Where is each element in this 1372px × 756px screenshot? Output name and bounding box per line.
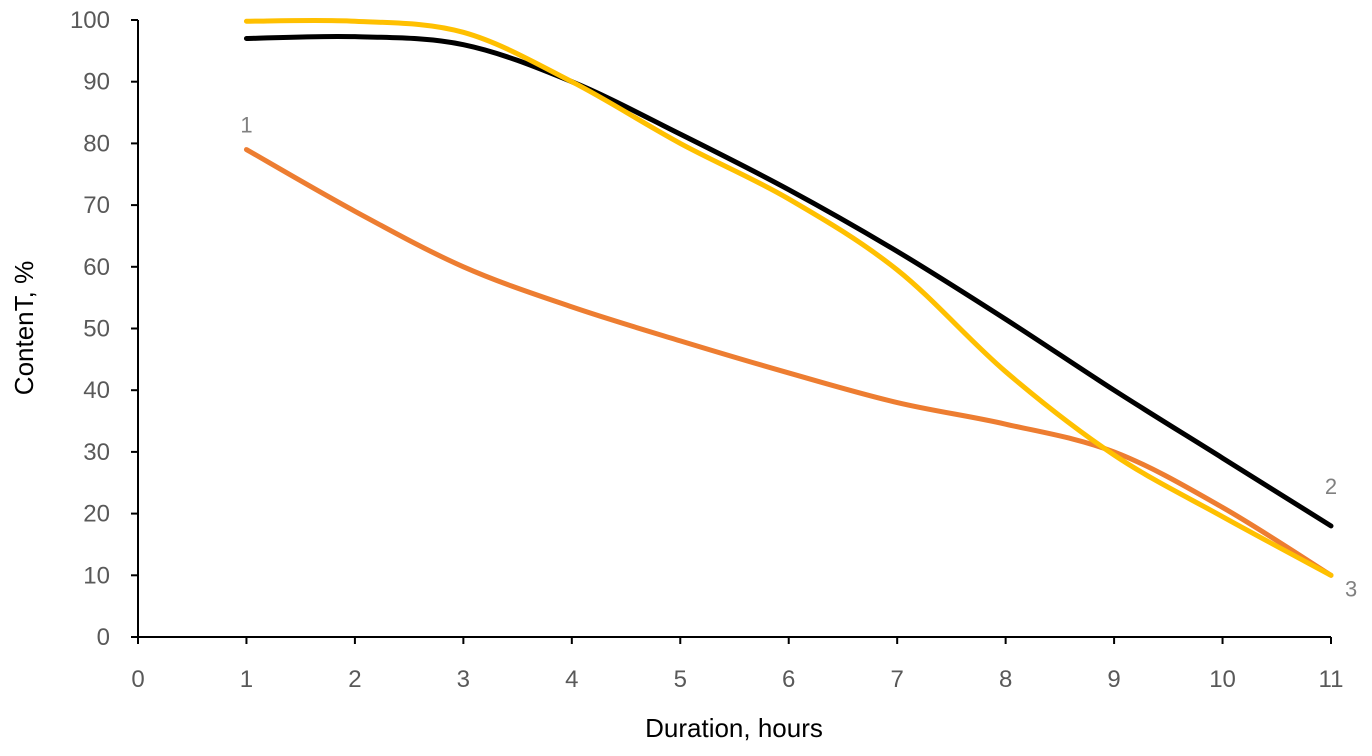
x-tick-label: 3 [457,666,470,693]
x-axis-title: Duration, hours [645,713,823,743]
y-tick-label: 10 [83,562,110,589]
y-tick-label: 70 [83,192,110,219]
y-axis-title: ContenT, % [9,261,39,395]
x-tick-label: 8 [999,666,1012,693]
x-tick-label: 7 [891,666,904,693]
y-tick-label: 40 [83,377,110,404]
series-line-3 [243,17,1334,578]
x-tick-label: 9 [1107,666,1120,693]
y-tick-label: 50 [83,316,110,343]
x-tick-label: 4 [565,666,578,693]
x-tick-label: 2 [348,666,361,693]
series-layer [243,17,1334,578]
x-tick-label: 6 [782,666,795,693]
x-tick-label: 10 [1209,666,1236,693]
series-label-1: 1 [240,113,252,138]
x-tick-label: 5 [674,666,687,693]
y-tick-label: 90 [83,69,110,96]
series-line-1 [243,147,1334,578]
y-tick-label: 0 [97,624,110,651]
ticks-layer: 0 10 20 30 40 50 60 70 80 90 100 0 1 2 3 4 5 6 7 8 9 10 11 [70,7,1344,693]
y-tick-label: 80 [83,130,110,157]
x-tick-label: 11 [1319,666,1344,693]
series-line-2 [243,33,1334,529]
series-label-2: 2 [1325,474,1337,499]
series-labels-layer: 1 2 3 [240,113,1357,602]
x-tick-label: 0 [131,666,144,693]
y-tick-label: 30 [83,439,110,466]
y-tick-label: 20 [83,501,110,528]
y-tick-label: 100 [70,7,110,34]
y-tick-label: 60 [83,254,110,281]
series-label-3: 3 [1345,576,1357,601]
x-tick-label: 1 [240,666,253,693]
